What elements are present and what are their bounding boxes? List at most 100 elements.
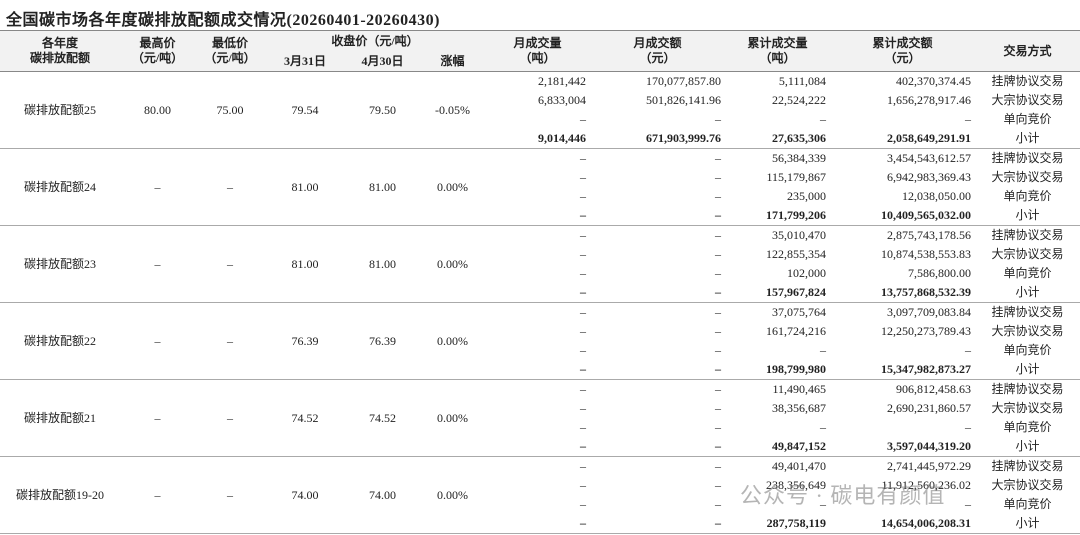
value-cell: 2,741,445,972.29 xyxy=(887,459,972,473)
value-cell: – xyxy=(715,112,722,126)
group-cell: 80.00 xyxy=(120,71,195,149)
group-cell: 碳排放配额24 xyxy=(0,148,120,226)
method-cell: 挂牌协议交易 xyxy=(991,151,1064,165)
method-cell: 单向竞价 xyxy=(1003,343,1052,357)
value-cell: – xyxy=(590,360,726,380)
group-cell: 0.00% xyxy=(420,379,486,457)
method-cell: 小计 xyxy=(975,129,1080,149)
group-cell: -0.05% xyxy=(420,71,486,149)
value-cell: – xyxy=(820,497,827,511)
group-cell: – xyxy=(120,302,195,380)
value-cell: 402,370,374.45 xyxy=(896,74,972,88)
value-cell: 13,757,868,532.39 xyxy=(830,283,976,303)
method-cell: 挂牌协议交易 xyxy=(991,228,1064,242)
group-cell: 81.00 xyxy=(345,148,420,226)
header-text: 月成交量 xyxy=(513,36,562,50)
group-cell: 79.54 xyxy=(265,71,345,149)
header-text: （元/吨） xyxy=(204,51,256,65)
header-row: 各年度 碳排放配额 最高价 （元/吨） 最低价 （元/吨） 收盘价（元/吨） 月成交量 （吨）月… xyxy=(0,30,1080,72)
value-cell: 171,799,206 xyxy=(725,206,831,226)
data-row: – –171,799,206 10,409,565,032.00 小计 xyxy=(0,206,1080,226)
value-cell: – xyxy=(715,459,722,473)
group-cell: 碳排放配额25 xyxy=(0,71,120,149)
data-row: – – – – 单向竞价 xyxy=(0,110,1080,129)
method-cell: 大宗协议交易 xyxy=(991,247,1064,261)
data-row: – – 38,356,687 2,690,231,860.57 大宗协议交易 xyxy=(0,399,1080,418)
value-cell: – xyxy=(485,206,591,226)
value-cell: 115,179,867 xyxy=(766,170,827,184)
method-cell: 单向竞价 xyxy=(1003,112,1052,126)
value-cell: – xyxy=(580,170,587,184)
value-cell: 501,826,141.96 xyxy=(646,93,722,107)
group-cell: 碳排放配额22 xyxy=(0,302,120,380)
value-cell: – xyxy=(485,437,591,457)
method-cell: 大宗协议交易 xyxy=(991,93,1064,107)
method-cell: 大宗协议交易 xyxy=(991,478,1064,492)
data-row: – – 238,356,649 11,912,560,236.02 大宗协议交易 xyxy=(0,476,1080,495)
value-cell: 157,967,824 xyxy=(725,283,831,303)
group-cell: 74.00 xyxy=(345,456,420,534)
value-cell: 2,875,743,178.56 xyxy=(887,228,972,242)
header-text: 累计成交量 xyxy=(747,36,808,50)
value-cell: 2,058,649,291.91 xyxy=(830,129,976,149)
data-row: – –157,967,824 13,757,868,532.39 小计 xyxy=(0,283,1080,303)
group-cell: – xyxy=(195,148,265,226)
value-cell: 122,855,354 xyxy=(766,247,827,261)
value-cell: 14,654,006,208.31 xyxy=(830,514,976,534)
value-cell: 198,799,980 xyxy=(725,360,831,380)
header-text: 交易方式 xyxy=(1003,43,1052,58)
header-cell: 各年度 碳排放配额 xyxy=(0,30,120,72)
header-cell: 累计成交额 （元） xyxy=(830,30,976,72)
data-row: – – – – 单向竞价 xyxy=(0,341,1080,360)
value-cell: – xyxy=(715,401,722,415)
data-row: 碳排放配额25 80.00 75.00 79.54 79.50 -0.05% 2,181,4… xyxy=(0,71,1080,149)
title: 全国碳市场各年度碳排放配额成交情况(20260401-20260430) xyxy=(6,12,440,29)
header-cell: 月成交额 （元） xyxy=(590,30,726,72)
value-cell: 56,384,339 xyxy=(772,151,827,165)
value-cell: 2,690,231,860.57 xyxy=(887,401,972,415)
value-cell: 49,847,152 xyxy=(725,437,831,457)
data-row: – – 161,724,216 12,250,273,789.43 大宗协议交易 xyxy=(0,322,1080,341)
method-cell: 大宗协议交易 xyxy=(991,401,1064,415)
value-cell: – xyxy=(580,478,587,492)
value-cell: – xyxy=(715,382,722,396)
header-text: 碳排放配额 xyxy=(29,51,90,65)
group-cell: – xyxy=(195,379,265,457)
value-cell: – xyxy=(715,343,722,357)
data-row: – – – – 单向竞价 xyxy=(0,495,1080,514)
group-cell: 81.00 xyxy=(345,225,420,303)
method-cell: 小计 xyxy=(975,514,1080,534)
group-cell: 碳排放配额19-20 xyxy=(0,456,120,534)
value-cell: – xyxy=(580,266,587,280)
value-cell: 27,635,306 xyxy=(725,129,831,149)
header-text: 各年度 xyxy=(41,36,78,50)
value-cell: – xyxy=(580,497,587,511)
value-cell: – xyxy=(590,437,726,457)
method-cell: 单向竞价 xyxy=(1003,420,1052,434)
value-cell: 6,942,983,369.43 xyxy=(887,170,972,184)
value-cell: 287,758,119 xyxy=(725,514,831,534)
header-cell: 最低价 （元/吨） xyxy=(195,30,265,72)
data-row: – –49,847,152 3,597,044,319.20 小计 xyxy=(0,437,1080,457)
value-cell: – xyxy=(580,189,587,203)
header-text: 最低价 xyxy=(211,36,248,50)
value-cell: 11,912,560,236.02 xyxy=(881,478,972,492)
group-cell: – xyxy=(120,379,195,457)
method-cell: 单向竞价 xyxy=(1003,266,1052,280)
value-cell: 10,874,538,553.83 xyxy=(881,247,972,261)
method-cell: 单向竞价 xyxy=(1003,497,1052,511)
header-text: （元） xyxy=(884,51,921,65)
header-cell: 3月31日 xyxy=(265,51,345,72)
group-cell: – xyxy=(195,456,265,534)
value-cell: 12,250,273,789.43 xyxy=(881,324,972,338)
value-cell: – xyxy=(965,497,972,511)
value-cell: 49,401,470 xyxy=(772,459,827,473)
data-row: – – 235,000 12,038,050.00 单向竞价 xyxy=(0,187,1080,206)
value-cell: 2,181,442 xyxy=(538,74,587,88)
value-cell: – xyxy=(965,420,972,434)
value-cell: – xyxy=(715,189,722,203)
method-cell: 挂牌协议交易 xyxy=(991,459,1064,473)
header-text: 收盘价（元/吨） xyxy=(331,33,419,48)
header-text: （元/吨） xyxy=(131,51,184,65)
